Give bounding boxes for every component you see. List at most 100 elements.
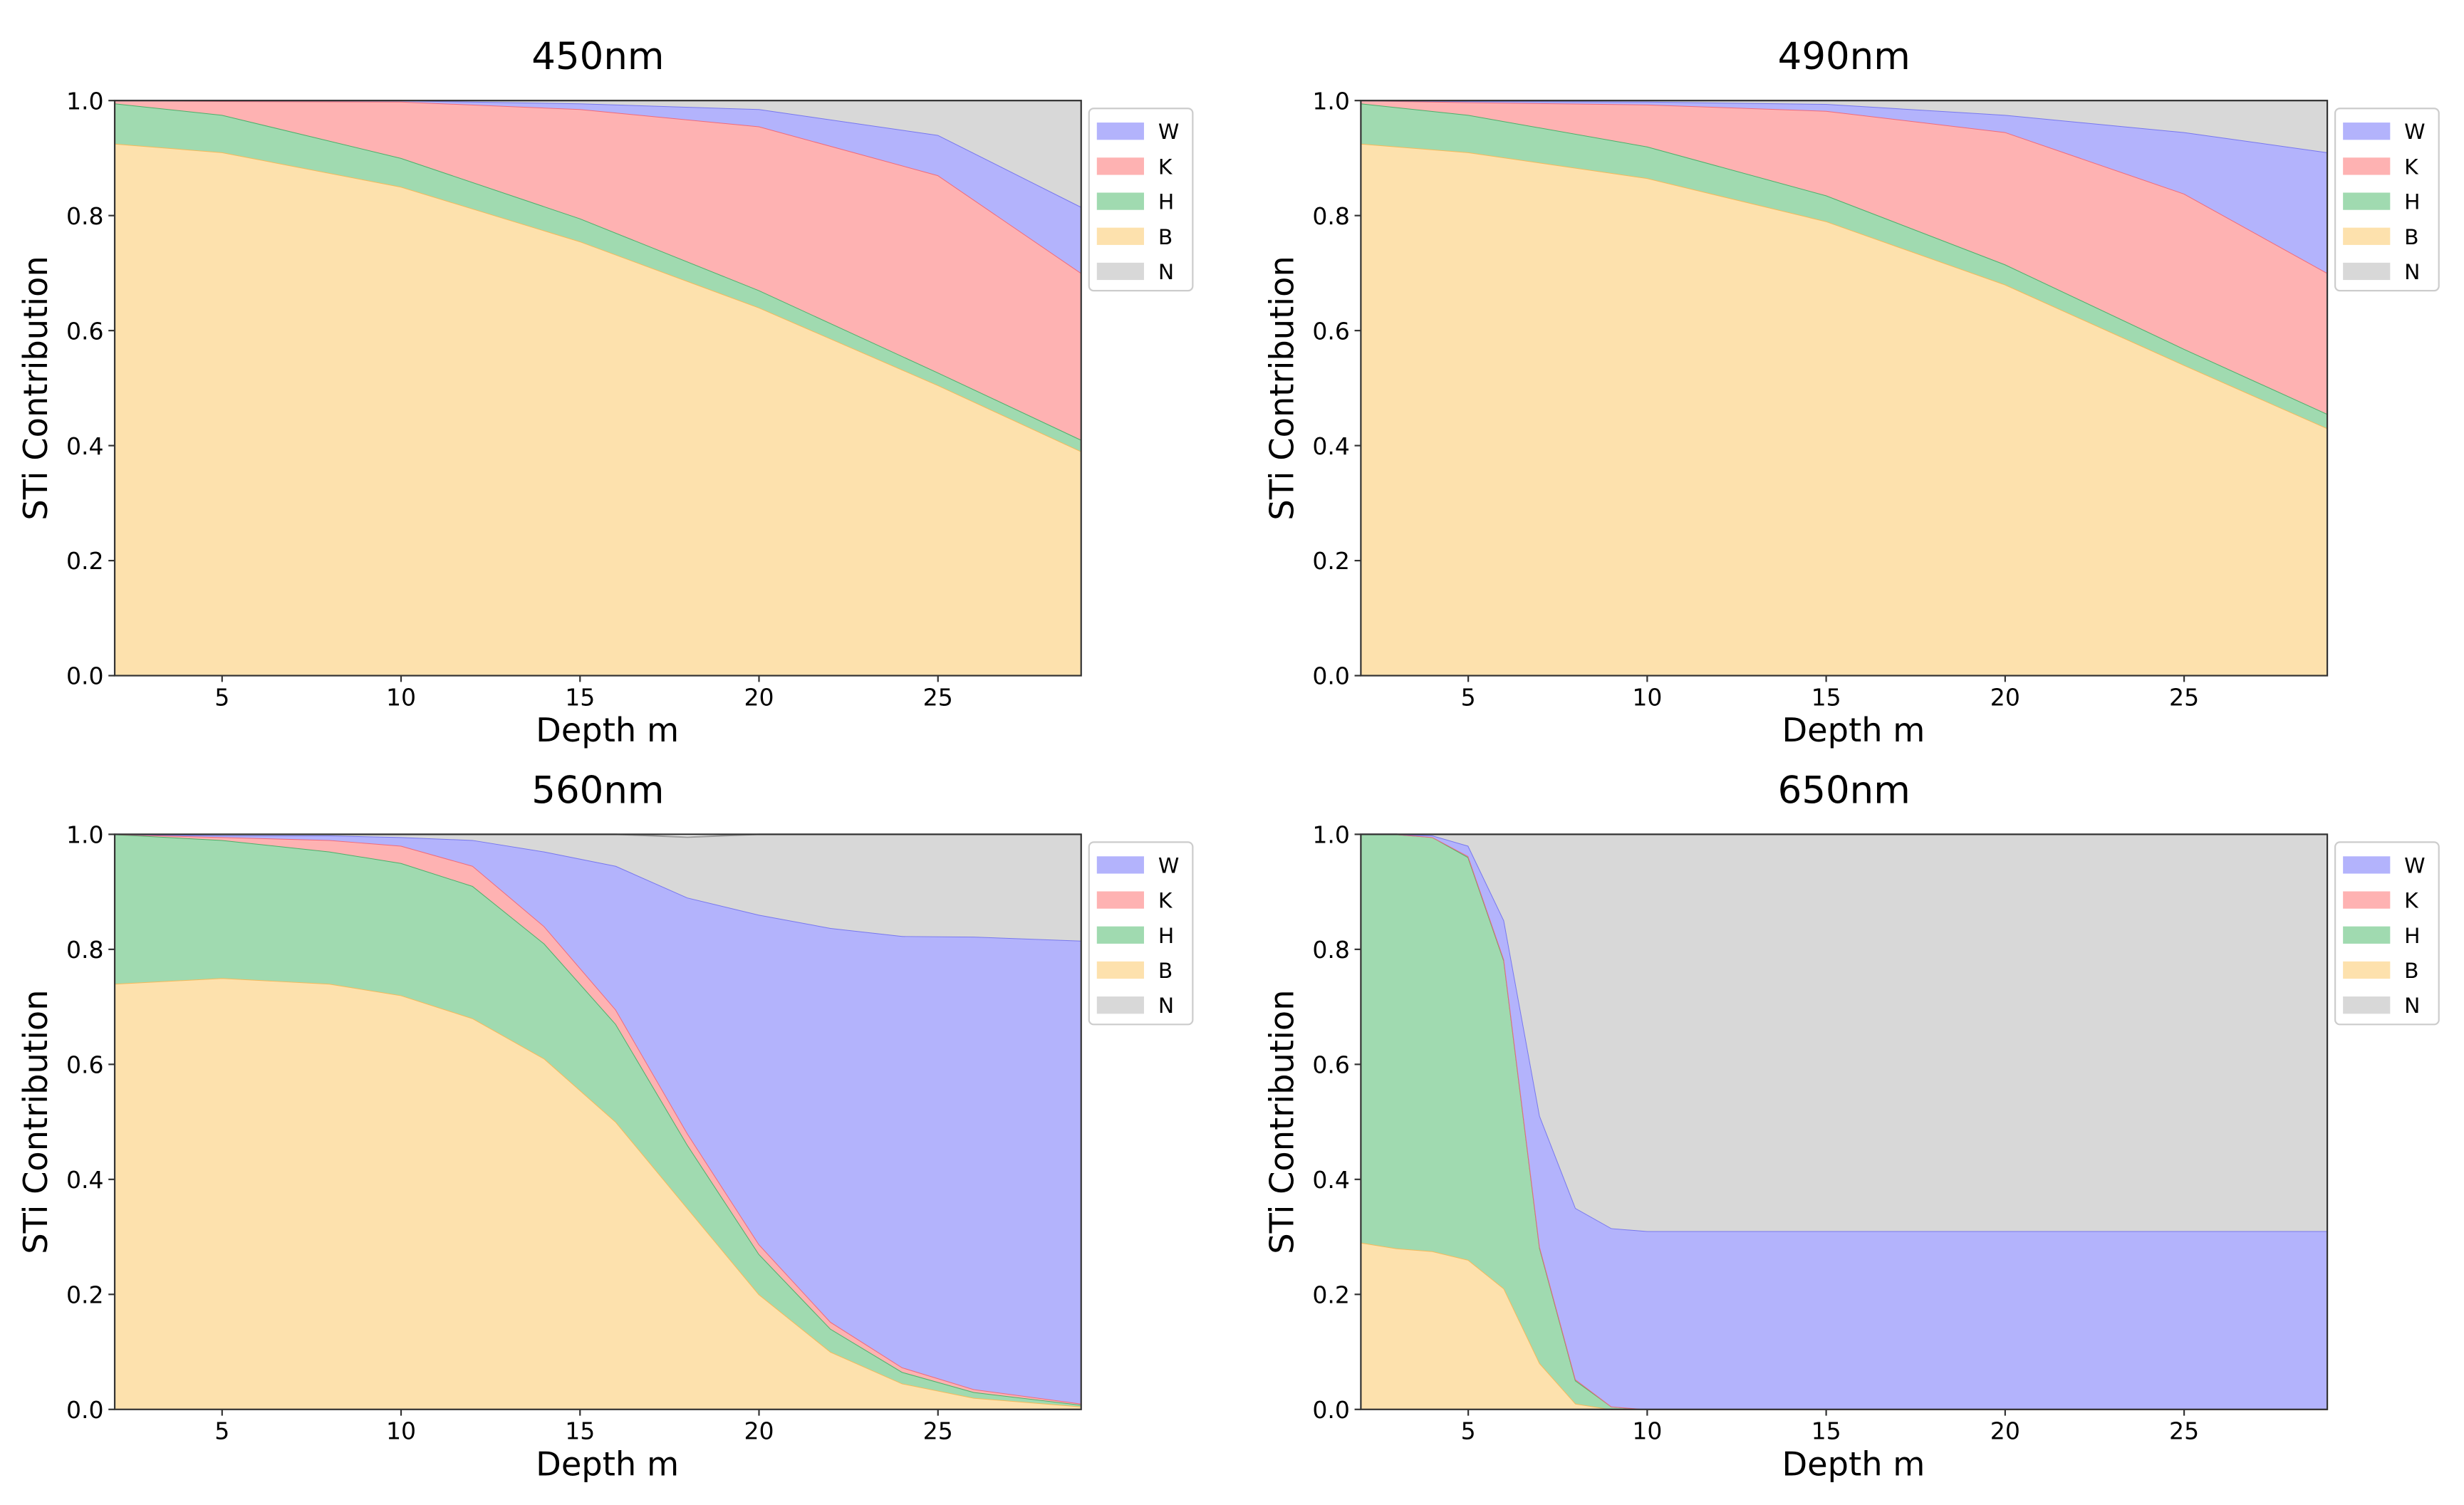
legend-swatch-B bbox=[1096, 961, 1144, 979]
legend-label-K: K bbox=[1158, 889, 1173, 914]
area-H bbox=[115, 834, 1081, 1407]
legend-label-H: H bbox=[2404, 190, 2420, 215]
legend-swatch-N bbox=[1096, 262, 1144, 281]
y-tick-label: 0.4 bbox=[1312, 432, 1350, 460]
x-tick-label: 5 bbox=[1461, 683, 1476, 711]
y-tick-label: 0.2 bbox=[66, 1281, 104, 1308]
legend-label-W: W bbox=[1158, 853, 1179, 878]
chart-title: 650nm bbox=[1778, 769, 1911, 812]
legend-swatch-K bbox=[1096, 157, 1144, 175]
x-tick-label: 10 bbox=[1632, 683, 1662, 711]
area-N bbox=[115, 100, 1081, 207]
area-N bbox=[1361, 100, 2328, 152]
legend-label-K: K bbox=[1158, 155, 1173, 179]
legend-label-H: H bbox=[1158, 924, 1174, 949]
legend-swatch-N bbox=[1096, 996, 1144, 1014]
x-tick-label: 20 bbox=[1990, 683, 2020, 711]
legend-swatch-K bbox=[1096, 891, 1144, 909]
legend-label-K: K bbox=[2404, 155, 2419, 179]
area-K bbox=[115, 100, 1081, 440]
legend-label-B: B bbox=[1158, 959, 1173, 984]
y-tick-label: 0.0 bbox=[66, 1396, 104, 1424]
legend-swatch-N bbox=[2343, 262, 2391, 281]
y-tick-label: 0.6 bbox=[66, 1051, 104, 1078]
area-H bbox=[1361, 834, 2328, 1410]
x-tick-label: 5 bbox=[214, 683, 229, 711]
area-H bbox=[1361, 103, 2328, 429]
y-axis-label: STi Contribution bbox=[1263, 989, 1301, 1254]
area-K bbox=[1361, 100, 2328, 415]
legend-swatch-K bbox=[2343, 157, 2391, 175]
x-axis-label: Depth m bbox=[1782, 711, 1925, 749]
x-axis-label: Depth m bbox=[1782, 1444, 1925, 1483]
legend-swatch-W bbox=[2343, 856, 2391, 874]
x-tick-label: 10 bbox=[386, 1417, 416, 1445]
area-W bbox=[115, 100, 1081, 274]
x-tick-label: 15 bbox=[565, 683, 595, 711]
area-B bbox=[1361, 1242, 2328, 1410]
legend-label-H: H bbox=[1158, 190, 1174, 215]
chart-title: 490nm bbox=[1778, 35, 1911, 78]
legend-label-W: W bbox=[2404, 120, 2425, 145]
legend-label-N: N bbox=[2404, 994, 2420, 1019]
area-B bbox=[115, 143, 1081, 676]
y-tick-label: 0.6 bbox=[1312, 1051, 1350, 1078]
axes-frame bbox=[1360, 833, 2329, 1410]
area-N bbox=[1361, 834, 2328, 1231]
x-tick-label: 15 bbox=[1811, 683, 1841, 711]
legend-label-B: B bbox=[2404, 225, 2418, 250]
legend-label-W: W bbox=[2404, 853, 2425, 878]
x-tick-label: 25 bbox=[923, 683, 953, 711]
area-N bbox=[115, 834, 1081, 941]
y-tick-label: 0.2 bbox=[66, 547, 104, 575]
axes-frame bbox=[1360, 100, 2329, 677]
x-tick-label: 10 bbox=[386, 683, 416, 711]
area-W bbox=[115, 834, 1081, 1404]
x-tick-label: 10 bbox=[1632, 1417, 1662, 1445]
y-axis-label: STi Contribution bbox=[16, 989, 55, 1254]
area-B bbox=[1361, 143, 2328, 676]
x-tick-label: 5 bbox=[214, 1417, 229, 1445]
y-tick-label: 0.8 bbox=[1312, 936, 1350, 964]
legend-label-H: H bbox=[2404, 924, 2420, 949]
legend-swatch-W bbox=[1096, 123, 1144, 140]
chart-title: 450nm bbox=[531, 35, 664, 78]
x-axis-label: Depth m bbox=[536, 1444, 679, 1483]
y-tick-label: 1.0 bbox=[66, 821, 104, 849]
legend-swatch-H bbox=[2343, 926, 2391, 944]
x-tick-label: 25 bbox=[2169, 1417, 2199, 1445]
area-W bbox=[1361, 834, 2328, 1410]
legend-swatch-B bbox=[2343, 227, 2391, 245]
y-tick-label: 0.2 bbox=[1312, 547, 1350, 575]
y-tick-label: 0.0 bbox=[66, 662, 104, 690]
x-tick-label: 25 bbox=[923, 1417, 953, 1445]
legend-swatch-H bbox=[1096, 926, 1144, 944]
legend-swatch-W bbox=[2343, 123, 2391, 140]
x-tick-label: 15 bbox=[1811, 1417, 1841, 1445]
y-axis-label: STi Contribution bbox=[1263, 256, 1301, 520]
subplot-450nm: 5 10 15 20 25 0.0 0.2 0.4 0.6 0.8 1.0 450nm Depth m S… bbox=[16, 35, 1194, 749]
y-tick-label: 0.6 bbox=[1312, 317, 1350, 345]
subplot-650nm: 5 10 15 20 25 0.0 0.2 0.4 0.6 0.8 1.0 650nm Depth m S… bbox=[1263, 769, 2440, 1483]
subplot-490nm: 5 10 15 20 25 0.0 0.2 0.4 0.6 0.8 1.0 490nm Depth m S… bbox=[1263, 35, 2440, 749]
legend-swatch-W bbox=[1096, 856, 1144, 874]
x-tick-label: 15 bbox=[565, 1417, 595, 1445]
legend-swatch-N bbox=[2343, 996, 2391, 1014]
legend-label-B: B bbox=[1158, 225, 1173, 250]
y-tick-label: 0.2 bbox=[1312, 1281, 1350, 1308]
axes-frame bbox=[113, 833, 1082, 1410]
area-B bbox=[115, 978, 1081, 1410]
y-tick-label: 0.8 bbox=[1312, 202, 1350, 230]
x-tick-label: 5 bbox=[1461, 1417, 1476, 1445]
x-axis-label: Depth m bbox=[536, 711, 679, 749]
y-tick-label: 0.4 bbox=[66, 1166, 104, 1194]
legend-swatch-K bbox=[2343, 891, 2391, 909]
x-tick-label: 20 bbox=[744, 1417, 774, 1445]
legend-swatch-B bbox=[2343, 961, 2391, 979]
y-tick-label: 0.8 bbox=[66, 202, 104, 230]
